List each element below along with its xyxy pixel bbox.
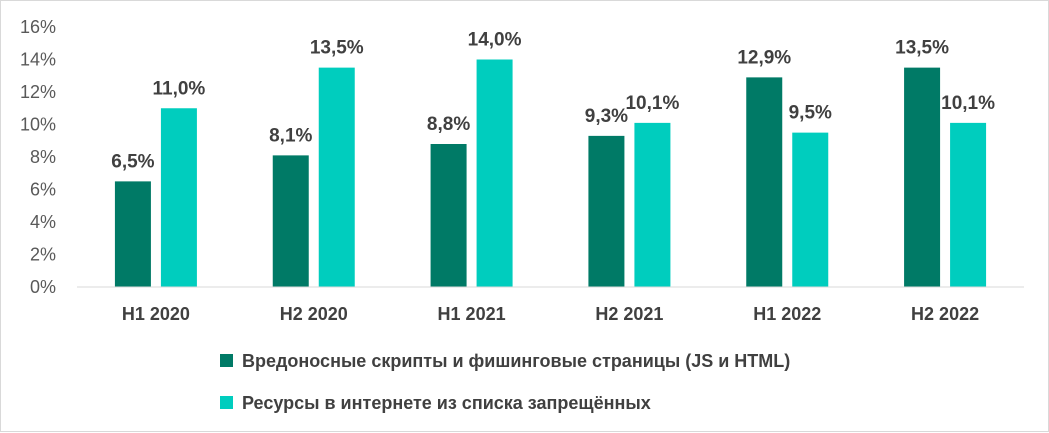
data-label: 6,5% <box>111 151 154 172</box>
data-label: 9,5% <box>789 103 832 124</box>
y-tick-label: 10% <box>20 115 56 135</box>
bar-series-2 <box>634 122 671 287</box>
x-tick-label: H2 2020 <box>280 304 348 324</box>
bar-series-1 <box>746 77 783 287</box>
x-tick-label: H1 2020 <box>122 304 190 324</box>
bar-series-1 <box>114 181 151 287</box>
y-tick-label: 4% <box>30 212 56 232</box>
x-tick-label: H2 2022 <box>911 304 979 324</box>
legend-label: Ресурсы в интернете из списка запрещённы… <box>242 393 651 413</box>
data-label: 12,9% <box>737 47 791 68</box>
bar-series-2 <box>792 132 829 287</box>
x-tick-label: H1 2021 <box>438 304 506 324</box>
y-tick-label: 16% <box>20 17 56 37</box>
legend-swatch <box>220 396 233 409</box>
bar-series-1 <box>272 155 309 287</box>
y-tick-label: 8% <box>30 147 56 167</box>
bar-series-1 <box>588 135 625 287</box>
bar-series-2 <box>476 59 513 287</box>
y-tick-label: 6% <box>30 180 56 200</box>
data-label: 14,0% <box>468 30 522 51</box>
y-tick-label: 0% <box>30 277 56 297</box>
data-label: 8,1% <box>269 125 312 146</box>
legend-label: Вредоносные скрипты и фишинговые страниц… <box>242 351 790 371</box>
bar-series-1 <box>904 67 941 287</box>
data-label: 13,5% <box>895 38 949 59</box>
bar-series-1 <box>430 144 467 287</box>
x-tick-label: H2 2021 <box>595 304 663 324</box>
data-label: 9,3% <box>585 106 628 127</box>
legend: Вредоносные скрипты и фишинговые страниц… <box>220 351 790 413</box>
data-label: 8,8% <box>427 114 470 135</box>
data-label: 10,1% <box>625 93 679 114</box>
data-label: 11,0% <box>153 78 206 99</box>
bar-series-2 <box>160 108 197 287</box>
y-axis: 0% 2% 4% 6% 8% 10% 12% 14% 16% <box>20 17 56 297</box>
legend-swatch <box>220 354 233 367</box>
x-tick-label: H1 2022 <box>753 304 821 324</box>
bar-series-2 <box>950 122 987 287</box>
x-axis: H1 2020 H2 2020 H1 2021 H2 2021 H1 2022 H2 20… <box>77 286 1024 324</box>
data-labels: 6,5%11,0%8,1%13,5%8,8%14,0%9,3%10,1%12,9… <box>111 30 995 173</box>
y-tick-label: 12% <box>20 82 56 102</box>
bars <box>114 59 987 287</box>
data-label: 13,5% <box>310 38 364 59</box>
y-tick-label: 14% <box>20 50 56 70</box>
data-label: 10,1% <box>941 93 995 114</box>
y-tick-label: 2% <box>30 245 56 265</box>
bar-series-2 <box>318 67 355 287</box>
